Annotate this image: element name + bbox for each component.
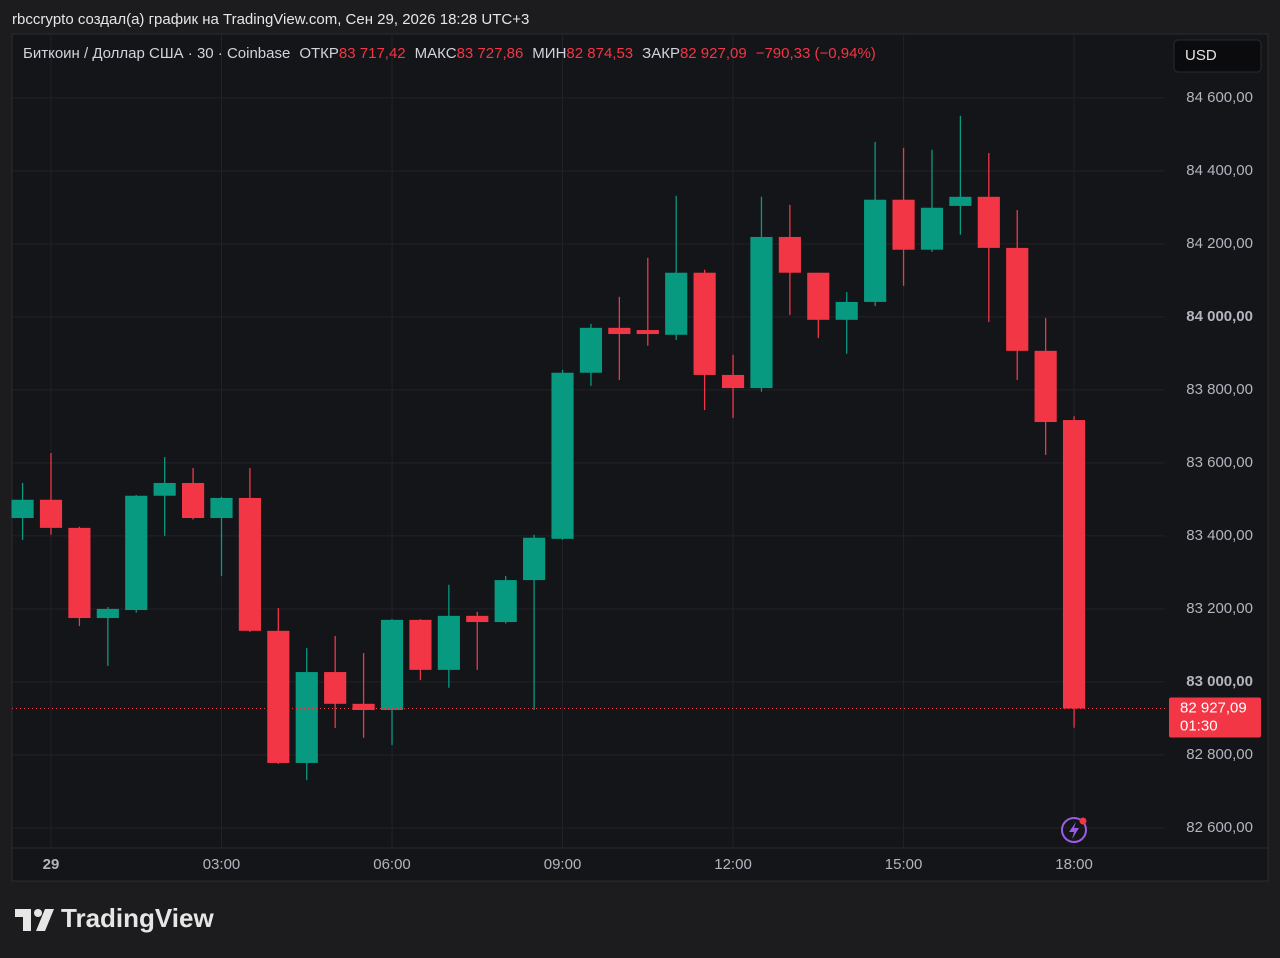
logo-text: TradingView [61,903,214,933]
candle-body [39,499,63,528]
candle-body [494,580,517,623]
x-tick-label: 12:00 [714,856,752,873]
x-tick-label: 15:00 [885,856,923,873]
candle-body [1062,420,1086,709]
candle-body [807,272,830,320]
x-tick-label: 29 [43,856,60,873]
candle-body [750,236,773,389]
candle-body [778,236,801,273]
candle-body [352,703,375,711]
candle-body [324,672,347,704]
y-tick-label: 83 200,00 [1186,600,1253,617]
y-tick-label: 83 800,00 [1186,381,1253,398]
candle-body [125,495,148,611]
legend-label: ОТКР [299,45,339,62]
candle-body [96,608,119,619]
y-tick-label: 84 600,00 [1186,89,1253,106]
x-tick-label: 03:00 [203,856,241,873]
candle-body [551,372,574,539]
candle-body [892,199,915,250]
legend-label: МИН [532,45,566,62]
candle-body [238,497,262,631]
candle-body [409,619,432,670]
candle-body [608,327,631,335]
alert-dot[interactable] [1079,817,1087,825]
plot [11,115,1165,781]
legend-value: 83 727,86 [457,45,524,62]
logo-glyph [15,909,31,931]
candle-body [636,330,659,335]
candle-body [380,619,404,711]
legend-label: МАКС [415,45,457,62]
candle-body [1034,350,1057,423]
candle-body [665,272,688,335]
candle-body [920,207,944,250]
x-tick-label: 18:00 [1055,856,1093,873]
countdown-label: 01:30 [1180,717,1218,734]
candle-body [182,482,205,519]
legend-value: 82 874,53 [566,45,633,62]
y-tick-label: 83 000,00 [1186,673,1253,690]
logo-glyph [36,909,54,931]
candle-body [579,327,603,373]
y-tick-label: 83 600,00 [1186,454,1253,471]
candle-body [1006,247,1029,351]
logo-glyph [34,909,42,917]
alert-bolt[interactable] [1069,822,1079,839]
y-tick-label: 84 200,00 [1186,235,1253,252]
candle-body [295,672,318,763]
currency-button[interactable] [1173,39,1262,73]
tradingview-logo: TradingView [15,903,214,933]
candle-body [949,196,972,206]
ohlc-legend: Биткоин / Доллар США · 30 · Coinbase ОТКР… [23,45,876,62]
candle-body [835,301,858,320]
legend-change: −790,33 (−0,94%) [756,45,876,62]
legend-value: 83 717,42 [339,45,406,62]
last-price-label: 82 927,09 [1180,699,1247,716]
candle-body [466,615,489,623]
alert-icon[interactable] [1061,817,1087,843]
candle-body [11,499,34,519]
caption: rbccrypto создал(а) график на TradingVie… [12,11,529,28]
y-tick-label: 82 600,00 [1186,819,1253,836]
candle-body [977,196,1000,248]
candle-body [693,272,716,375]
alert-circle[interactable] [1061,817,1087,843]
y-tick-label: 84 000,00 [1186,308,1253,325]
candle-body [210,497,233,519]
candle-body [267,630,290,763]
candle-body [523,537,546,581]
y-tick-label: 82 800,00 [1186,746,1253,763]
x-tick-label: 09:00 [544,856,582,873]
candle-body [721,374,745,389]
y-tick-label: 84 400,00 [1186,162,1253,179]
symbol: Биткоин / Доллар США · 30 · Coinbase [23,45,290,62]
currency-label[interactable]: USD [1185,47,1217,64]
x-tick-label: 06:00 [373,856,411,873]
candle-body [153,482,176,496]
last-price-tag [1169,697,1261,738]
candle-body [68,527,91,619]
y-tick-label: 83 400,00 [1186,527,1253,544]
legend-label: ЗАКР [642,45,680,62]
axes: 82 600,00 82 800,00 83 000,00 83 200,00 83 4… [43,89,1261,873]
candle-body [864,199,887,302]
candle-body [437,615,460,670]
legend-value: 82 927,09 [680,45,747,62]
